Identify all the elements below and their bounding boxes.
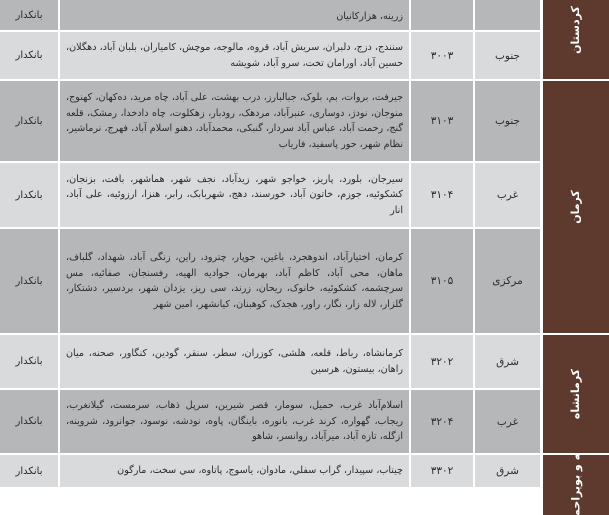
table-row-category: بانکدار: [0, 335, 58, 388]
table-row-category: بانکدار: [0, 0, 58, 30]
table-row-region: جنوب: [475, 32, 540, 79]
cities-text: سنندج، دزج، دلبران، سریش آباد، قروه، مال…: [66, 42, 403, 69]
table-row-region: غرب: [475, 163, 540, 227]
table-row-cities: کرمانشاه، رباط، قلعه، هلشی، کوزران، سطر،…: [60, 335, 409, 388]
cities-text: اسلام‌آباد غرب، حمیل، سومار، قصر شیرین، …: [66, 400, 403, 443]
table-row-category: بانکدار: [0, 163, 58, 227]
table-row-cities: سنندج، دزج، دلبران، سریش آباد، قروه، مال…: [60, 32, 409, 79]
table-row-category: بانکدار: [0, 455, 58, 487]
code-text: ۳۰۰۳: [430, 49, 454, 62]
cities-text: چیتاب، سپیدار، گراب سفلي، مادوان، یاسوج،…: [117, 465, 403, 477]
table-row-cities: سیرجان، بلورد، پاریز، خواجو شهر، زیدآباد…: [60, 163, 409, 227]
province-name: کرمانشاه: [569, 368, 583, 420]
region-text: جنوب: [495, 115, 520, 127]
table-row-code: ۳۱۰۴: [411, 163, 473, 227]
cities-text: سیرجان، بلورد، پاریز، خواجو شهر، زیدآباد…: [66, 173, 403, 216]
table-row-cities: کرمان، اختیارآباد، اندوهجرد، باغین، جوپا…: [60, 229, 409, 333]
category-text: بانکدار: [15, 9, 43, 21]
table-row-code: ۳۰۰۳: [411, 32, 473, 79]
province-cell-kermanshah: کرمانشاه: [543, 335, 609, 453]
cities-text: زرینه، هزارکانیان: [336, 10, 403, 22]
category-text: بانکدار: [15, 465, 43, 477]
region-text: شرق: [496, 355, 519, 368]
table-row-cities: چیتاب، سپیدار، گراب سفلي، مادوان، یاسوج،…: [60, 455, 409, 487]
cities-text: جیرفت، بروات، بم، بلوک، جبالبارز، درب به…: [66, 92, 403, 150]
code-text: ۳۲۰۴: [430, 415, 454, 428]
table-row-region: غرب: [475, 390, 540, 453]
table-row-category: بانکدار: [0, 390, 58, 453]
table-row-cities: جیرفت، بروات، بم، بلوک، جبالبارز، درب به…: [60, 81, 409, 161]
region-text: غرب: [496, 189, 519, 201]
table-row-code: ۳۱۰۳: [411, 81, 473, 161]
province-cell-kerman: کرمان: [543, 81, 609, 333]
region-text: شرق: [496, 465, 519, 477]
province-cell-kordestan: کردستان: [543, 0, 609, 79]
code-text: ۳۱۰۳: [430, 115, 454, 127]
code-text: ۳۳۰۲: [430, 465, 454, 477]
table-row-cities: اسلام‌آباد غرب، حمیل، سومار، قصر شیرین، …: [60, 390, 409, 453]
table-row-code: ۳۱۰۵: [411, 229, 473, 333]
cities-text: کرمان، اختیارآباد، اندوهجرد، باغین، جوپا…: [66, 252, 403, 310]
category-text: بانکدار: [15, 50, 43, 61]
province-name: کردستان: [569, 5, 582, 54]
category-text: بانکدار: [15, 115, 43, 127]
table-row-code: ۳۲۰۴: [411, 390, 473, 453]
code-text: ۳۲۰۲: [430, 355, 454, 368]
region-text: غرب: [496, 415, 519, 428]
table-row-code: ۳۲۰۲: [411, 335, 473, 388]
code-text: ۳۱۰۴: [430, 189, 454, 201]
table-row-category: بانکدار: [0, 229, 58, 333]
category-text: بانکدار: [15, 356, 43, 367]
table-row-code: [411, 0, 473, 30]
province-name: کهگیلویه و بویراحمد: [568, 455, 582, 515]
province-cell-kohgiluyeh: کهگیلویه و بویراحمد: [543, 455, 609, 515]
table-row-region: شرق: [475, 455, 540, 487]
table-row-region: جنوب: [475, 81, 540, 161]
category-text: بانکدار: [15, 275, 43, 287]
table-row-category: بانکدار: [0, 32, 58, 79]
table-row-region: [475, 0, 540, 30]
table-row-code: ۳۳۰۲: [411, 455, 473, 487]
category-text: بانکدار: [15, 416, 43, 427]
table-row-category: بانکدار: [0, 81, 58, 161]
category-text: بانکدار: [15, 189, 43, 201]
table-row-region: مرکزی: [475, 229, 540, 333]
region-text: مرکزی: [492, 275, 523, 287]
province-name: کرمان: [569, 190, 583, 224]
table-row-cities: زرینه، هزارکانیان: [60, 0, 409, 30]
code-text: ۳۱۰۵: [430, 275, 454, 287]
table-row-region: شرق: [475, 335, 540, 388]
cities-text: کرمانشاه، رباط، قلعه، هلشی، کوزران، سطر،…: [66, 348, 403, 375]
region-text: جنوب: [495, 49, 520, 62]
